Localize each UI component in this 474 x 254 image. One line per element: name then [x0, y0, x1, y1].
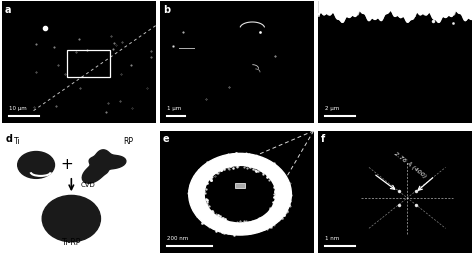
Text: f: f — [321, 134, 325, 145]
Text: Ti-RP: Ti-RP — [62, 239, 81, 247]
Text: a: a — [5, 5, 11, 15]
Text: 1 nm: 1 nm — [325, 236, 339, 241]
Text: Ti: Ti — [14, 137, 21, 146]
Text: 2 μm: 2 μm — [325, 106, 339, 111]
Text: e: e — [163, 134, 169, 145]
Text: 200 nm: 200 nm — [166, 236, 188, 241]
Ellipse shape — [18, 152, 55, 178]
Circle shape — [189, 153, 292, 235]
Bar — [67, 50, 109, 77]
Text: c: c — [321, 5, 327, 15]
Text: b: b — [163, 5, 170, 15]
Text: CVD: CVD — [81, 182, 95, 188]
Text: RP: RP — [123, 137, 133, 146]
Circle shape — [206, 167, 274, 222]
Text: 1 μm: 1 μm — [166, 106, 181, 111]
Circle shape — [42, 195, 100, 242]
Polygon shape — [82, 150, 126, 183]
Text: 2.76 Å (400): 2.76 Å (400) — [393, 151, 428, 179]
Text: d: d — [5, 134, 12, 145]
Text: +: + — [60, 157, 73, 172]
Bar — [235, 183, 245, 188]
Text: 10 μm: 10 μm — [9, 106, 26, 111]
